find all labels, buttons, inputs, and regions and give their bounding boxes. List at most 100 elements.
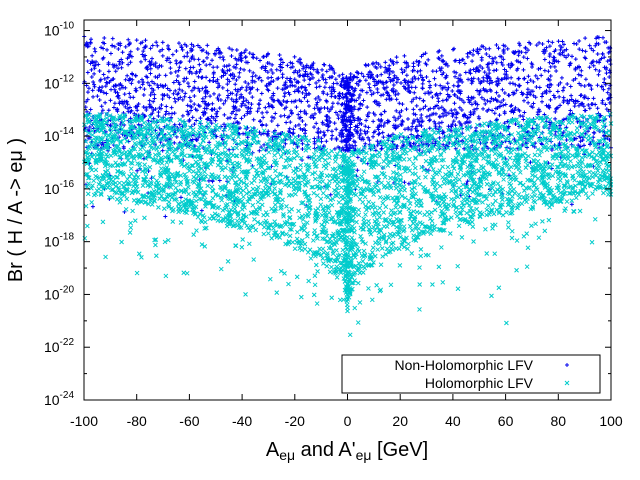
point-non-holomorphic <box>381 135 386 140</box>
point-non-holomorphic <box>143 38 148 43</box>
point-non-holomorphic <box>168 60 173 65</box>
point-non-holomorphic <box>553 116 558 121</box>
point-non-holomorphic <box>424 74 429 79</box>
point-non-holomorphic <box>233 56 238 61</box>
point-non-holomorphic <box>92 71 97 76</box>
point-non-holomorphic <box>344 104 349 109</box>
point-non-holomorphic <box>143 44 148 49</box>
point-non-holomorphic <box>303 88 308 93</box>
point-non-holomorphic <box>608 95 613 100</box>
point-non-holomorphic <box>208 94 213 99</box>
point-non-holomorphic <box>467 70 472 75</box>
point-non-holomorphic <box>552 49 557 54</box>
point-holomorphic <box>307 201 312 207</box>
point-non-holomorphic <box>572 104 577 109</box>
point-non-holomorphic <box>123 77 128 82</box>
point-non-holomorphic <box>340 72 345 77</box>
point-non-holomorphic <box>159 103 164 108</box>
point-non-holomorphic <box>416 76 421 81</box>
point-non-holomorphic <box>470 59 475 64</box>
point-holomorphic <box>471 181 476 187</box>
point-non-holomorphic <box>243 79 248 84</box>
point-non-holomorphic <box>491 97 496 102</box>
point-non-holomorphic <box>291 131 296 136</box>
point-non-holomorphic <box>385 91 390 96</box>
point-non-holomorphic <box>259 145 264 150</box>
point-non-holomorphic <box>408 90 413 95</box>
point-non-holomorphic <box>540 99 545 104</box>
point-non-holomorphic <box>445 87 450 92</box>
point-non-holomorphic <box>191 65 196 70</box>
point-non-holomorphic <box>581 104 586 109</box>
point-non-holomorphic <box>192 94 197 99</box>
point-non-holomorphic <box>346 90 351 95</box>
point-non-holomorphic <box>525 80 530 85</box>
point-non-holomorphic <box>237 107 242 112</box>
point-non-holomorphic <box>418 107 423 112</box>
point-holomorphic <box>407 156 412 162</box>
point-non-holomorphic <box>288 108 293 113</box>
point-non-holomorphic <box>329 91 334 96</box>
point-holomorphic <box>547 129 553 135</box>
point-non-holomorphic <box>514 88 519 93</box>
point-non-holomorphic <box>327 109 332 114</box>
point-non-holomorphic <box>271 98 276 103</box>
point-non-holomorphic <box>350 92 355 97</box>
point-non-holomorphic <box>433 104 438 109</box>
point-non-holomorphic <box>150 43 155 48</box>
point-holomorphic <box>361 169 367 175</box>
point-holomorphic <box>330 196 336 202</box>
point-non-holomorphic <box>383 60 388 65</box>
point-non-holomorphic <box>523 50 528 55</box>
point-non-holomorphic <box>371 75 376 80</box>
point-non-holomorphic <box>461 114 466 119</box>
point-non-holomorphic <box>357 121 362 126</box>
point-non-holomorphic <box>600 98 605 103</box>
point-non-holomorphic <box>180 47 185 52</box>
point-non-holomorphic <box>328 192 333 197</box>
point-non-holomorphic <box>342 114 347 119</box>
point-non-holomorphic <box>205 103 210 108</box>
point-non-holomorphic <box>465 116 470 121</box>
point-non-holomorphic <box>185 50 190 55</box>
point-non-holomorphic <box>363 141 368 146</box>
point-non-holomorphic <box>278 57 283 62</box>
point-non-holomorphic <box>354 98 359 103</box>
point-non-holomorphic <box>314 81 319 86</box>
point-non-holomorphic <box>354 81 359 86</box>
point-non-holomorphic <box>316 126 321 131</box>
point-non-holomorphic <box>160 40 165 45</box>
point-non-holomorphic <box>312 106 317 111</box>
point-non-holomorphic <box>117 86 122 91</box>
point-non-holomorphic <box>207 140 212 145</box>
point-non-holomorphic <box>164 104 169 109</box>
point-non-holomorphic <box>291 127 296 132</box>
point-non-holomorphic <box>256 101 261 106</box>
point-non-holomorphic <box>174 58 179 63</box>
series-holomorphic <box>81 111 614 338</box>
point-holomorphic <box>287 221 293 227</box>
point-non-holomorphic <box>285 115 290 120</box>
point-non-holomorphic <box>123 104 128 109</box>
point-non-holomorphic <box>177 65 182 70</box>
point-non-holomorphic <box>110 62 115 67</box>
point-non-holomorphic <box>340 131 345 136</box>
point-non-holomorphic <box>462 61 467 66</box>
point-non-holomorphic <box>496 94 501 99</box>
point-non-holomorphic <box>392 73 397 78</box>
point-non-holomorphic <box>307 92 312 97</box>
point-non-holomorphic <box>454 70 459 75</box>
point-non-holomorphic <box>225 77 230 82</box>
point-non-holomorphic <box>145 80 150 85</box>
point-non-holomorphic <box>275 123 280 128</box>
point-non-holomorphic <box>189 71 194 76</box>
point-non-holomorphic <box>219 74 224 79</box>
point-non-holomorphic <box>257 75 262 80</box>
point-non-holomorphic <box>189 46 194 51</box>
point-non-holomorphic <box>385 67 390 72</box>
point-non-holomorphic <box>116 93 121 98</box>
point-non-holomorphic <box>234 77 239 82</box>
point-non-holomorphic <box>192 102 197 107</box>
point-non-holomorphic <box>536 66 541 71</box>
point-non-holomorphic <box>225 82 230 87</box>
